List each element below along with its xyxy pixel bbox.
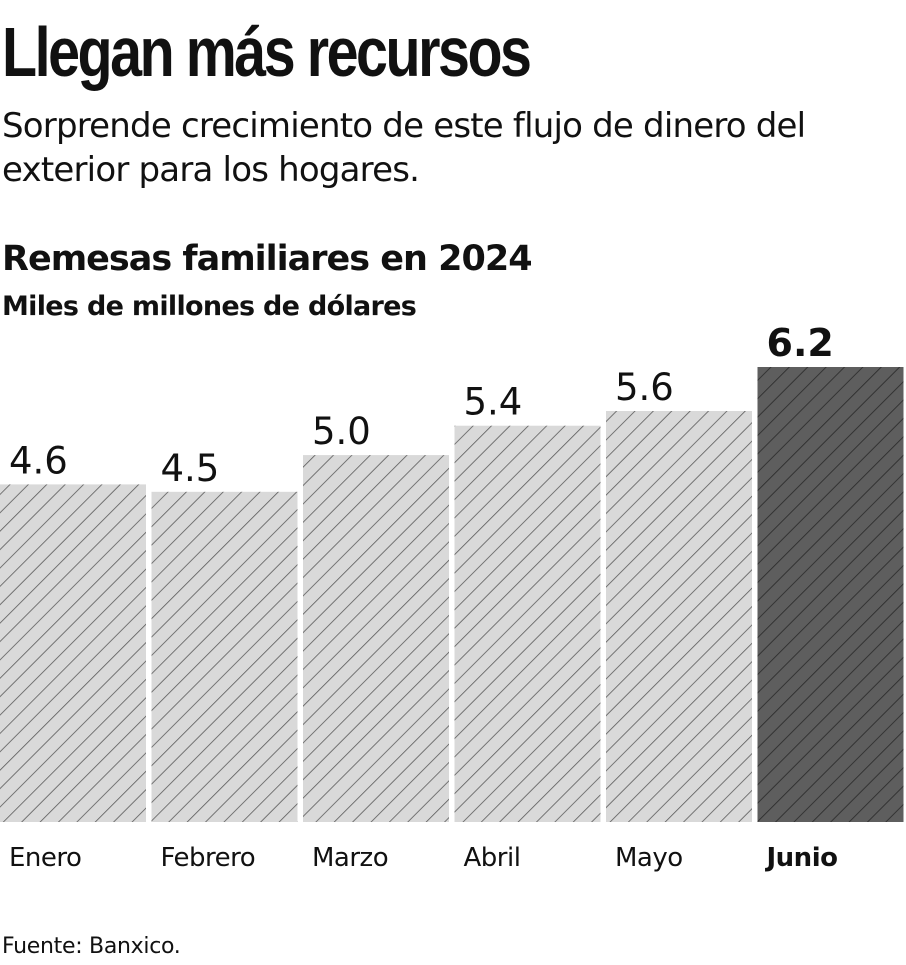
bar-enero [0,484,146,822]
category-label-abril: Abril [464,843,521,873]
value-label-mayo: 5.6 [615,366,674,409]
category-label-febrero: Febrero [161,843,256,873]
bar-marzo [303,455,449,822]
category-label-mayo: Mayo [615,843,683,873]
chart-title: Remesas familiares en 2024 [2,239,533,279]
chart-units: Miles de millones de dólares [2,291,417,322]
bar-mayo [606,411,752,822]
value-label-marzo: 5.0 [312,410,371,453]
value-label-enero: 4.6 [9,439,68,482]
category-label-enero: Enero [9,843,81,873]
subhead: Sorprende crecimiento de este flujo de d… [2,106,806,190]
bar-febrero [151,491,298,822]
bar-abril [454,425,601,822]
source-note: Fuente: Banxico. [2,934,181,959]
value-label-febrero: 4.5 [161,447,220,490]
value-label-junio: 6.2 [767,321,834,365]
category-label-junio: Junio [765,843,838,873]
value-label-abril: 5.4 [464,381,523,424]
headline: Llegan más recursos [2,13,532,91]
bar-junio [757,367,904,822]
bar-chart: 4.6 Enero 4.5 Febrero 5.0 Marzo 5.4 Abril 5.6 May… [0,321,904,873]
category-label-marzo: Marzo [312,843,388,873]
